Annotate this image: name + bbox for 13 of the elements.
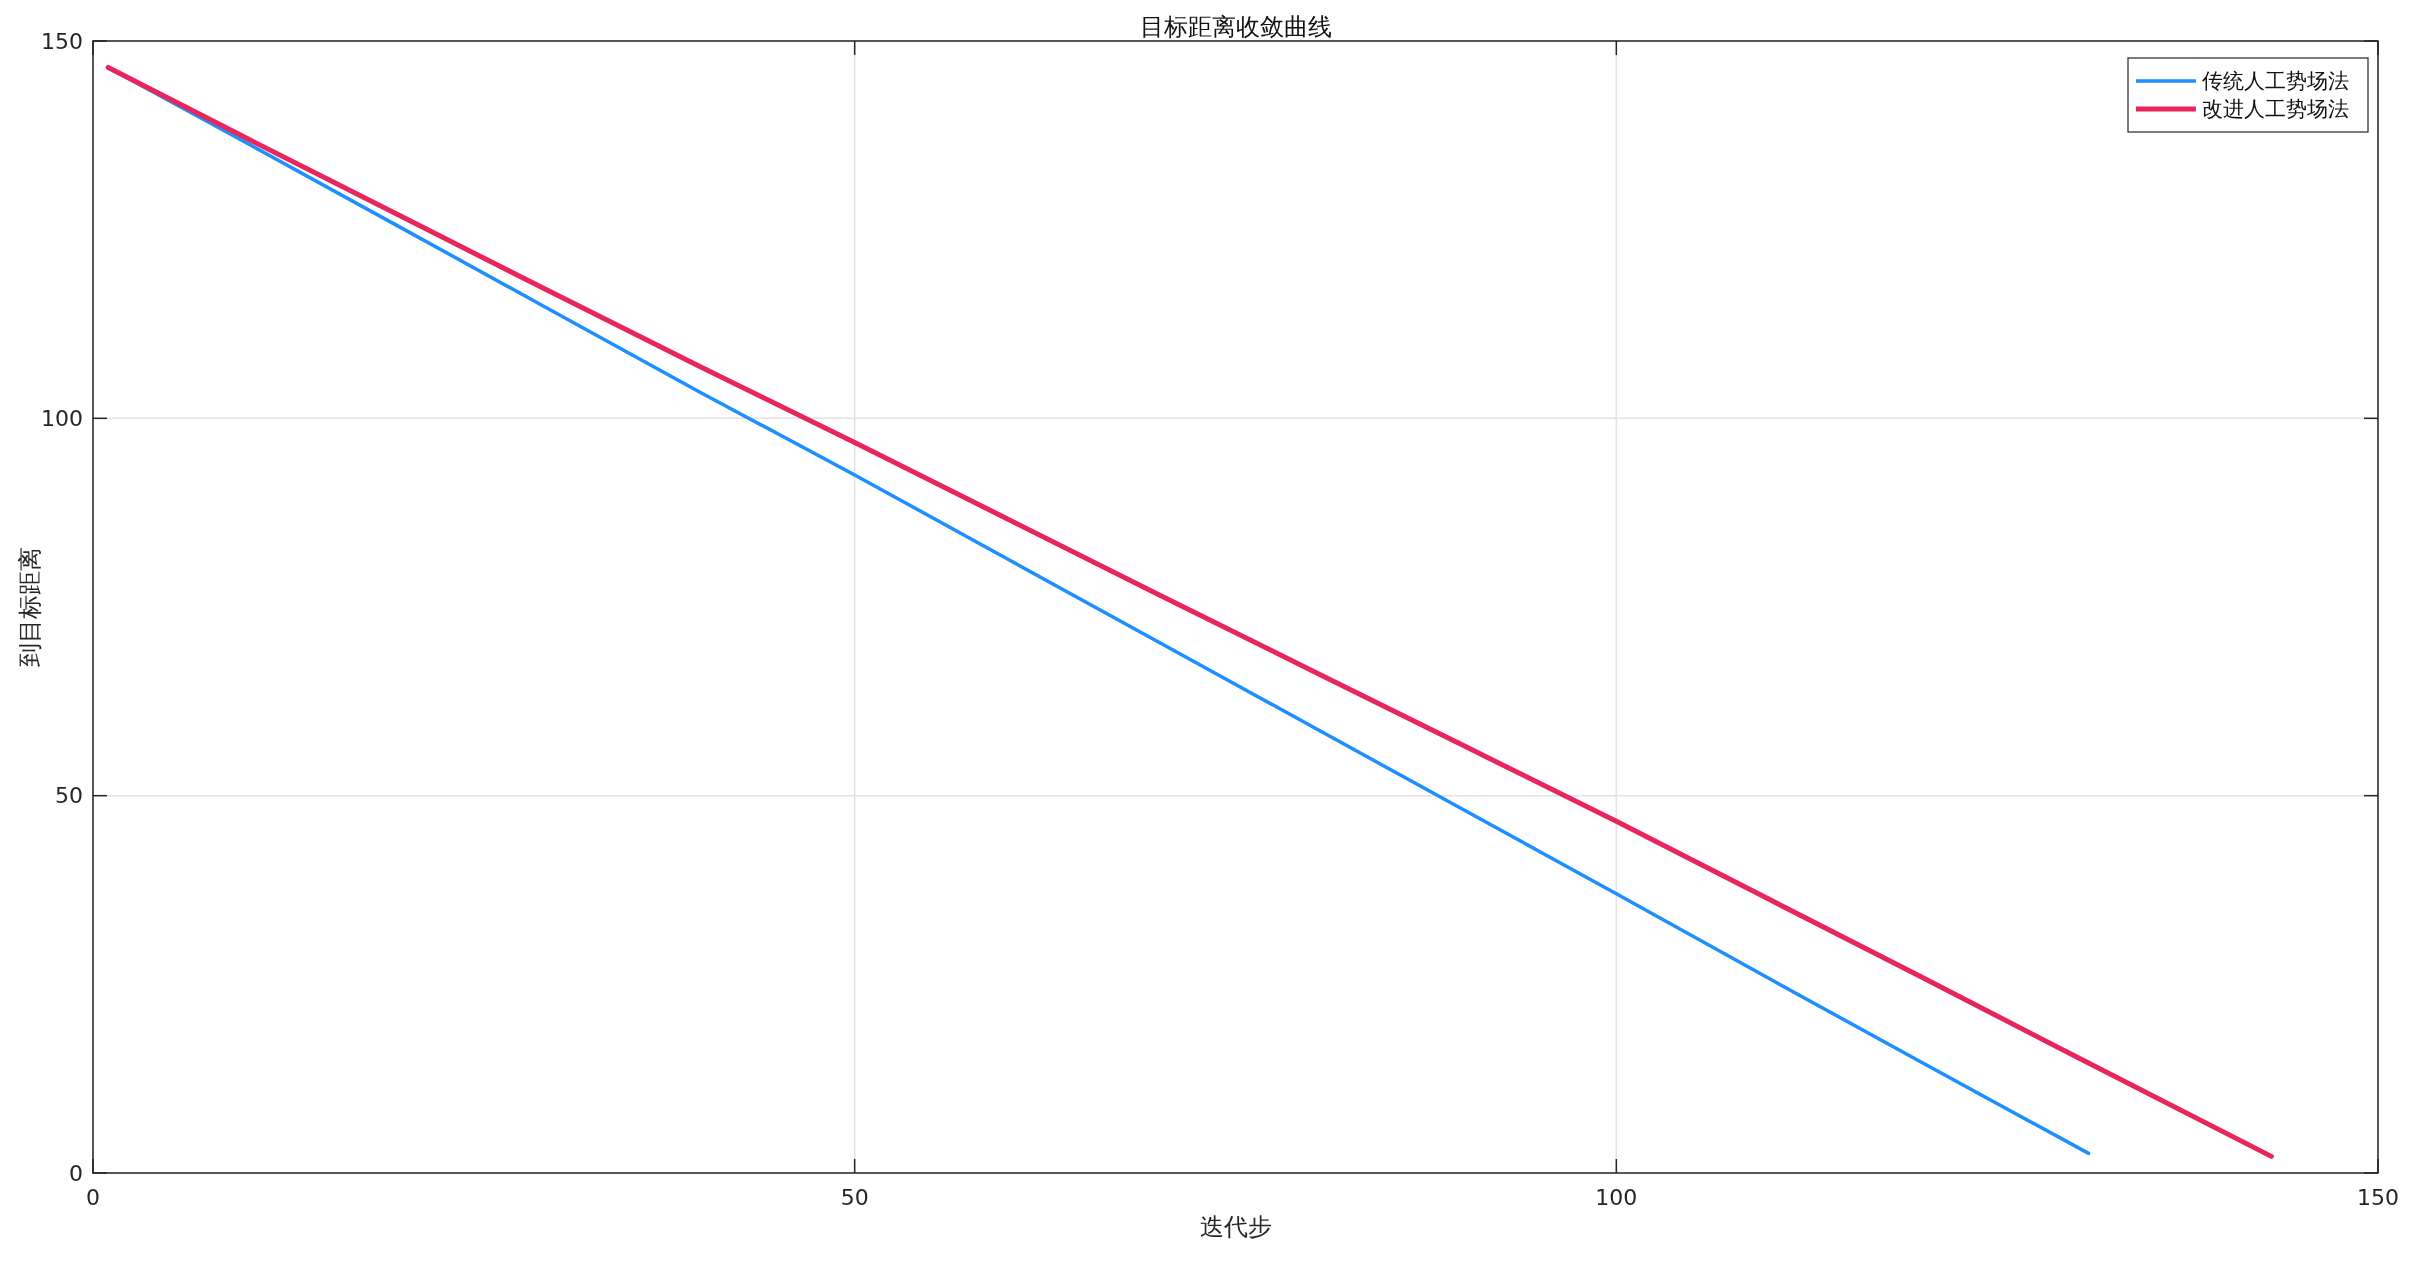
x-axis-title: 迭代步	[1199, 1213, 1272, 1241]
x-tick-label: 0	[86, 1185, 100, 1210]
legend-label: 传统人工势场法	[2202, 69, 2349, 94]
y-tick-label: 100	[41, 406, 83, 432]
y-axis-title: 到目标距离	[16, 547, 44, 667]
chart-title: 目标距离收敛曲线	[1139, 13, 1332, 41]
y-tick-label: 150	[41, 28, 83, 54]
x-tick-label: 150	[2357, 1185, 2399, 1210]
y-tick-label: 50	[55, 783, 83, 809]
x-tick-label: 100	[1595, 1185, 1638, 1210]
y-tick-label: 0	[69, 1160, 83, 1186]
x-tick-label: 50	[840, 1185, 869, 1210]
legend-label: 改进人工势场法	[2202, 97, 2349, 122]
